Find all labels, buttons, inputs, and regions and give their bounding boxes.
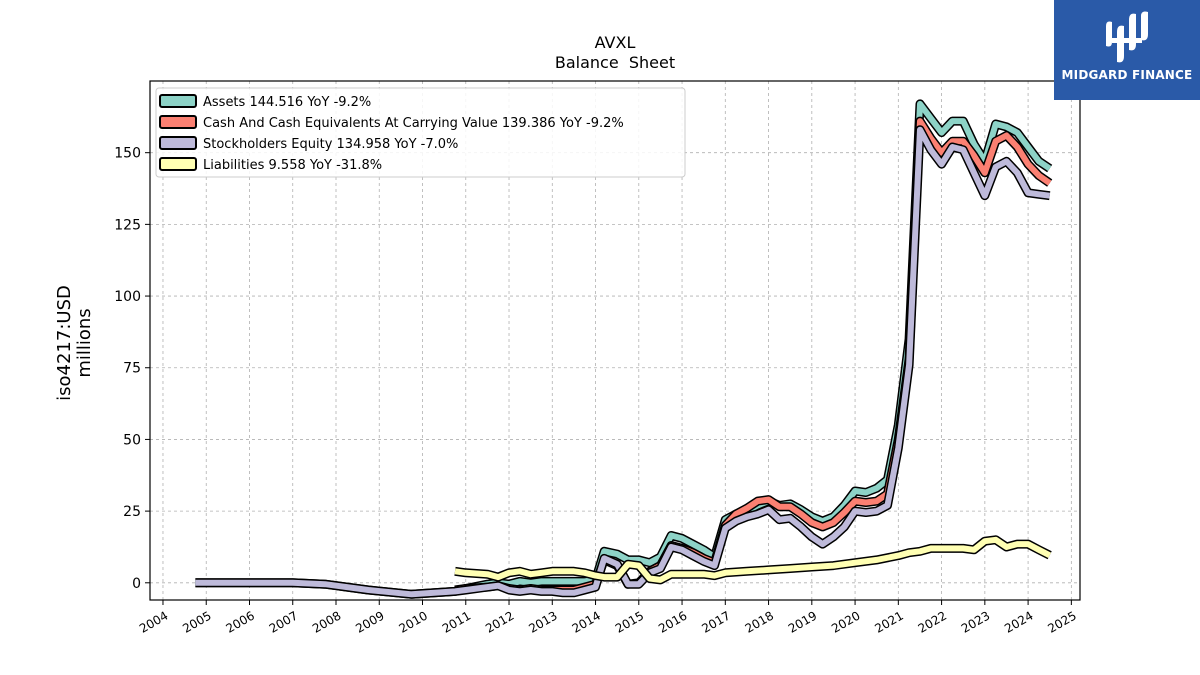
x-tick-label: 2021 (872, 608, 905, 635)
x-tick-label: 2008 (310, 608, 343, 635)
x-tick-label: 2025 (1045, 608, 1078, 635)
y-axis-label: iso4217:USD millions (54, 285, 95, 401)
legend-swatch (159, 94, 197, 108)
brand-name: MIDGARD FINANCE (1061, 68, 1193, 82)
y-axis: 0 25 50 75 100 125 150 (114, 146, 150, 592)
series-outline-stockholders-equity (195, 125, 1051, 599)
series-line-stockholders-equity (195, 126, 1051, 598)
legend-label: Liabilities 9.558 YoY -31.8% (203, 158, 382, 173)
x-tick-label: 2020 (829, 608, 862, 635)
x-tick-label: 2011 (440, 608, 473, 635)
midgard-logo-icon (1106, 11, 1148, 63)
legend-swatch (159, 136, 197, 150)
series-lines (195, 99, 1053, 599)
legend-label: Stockholders Equity 134.958 YoY -7.0% (203, 137, 458, 152)
x-tick-label: 2005 (180, 608, 213, 635)
x-tick-label: 2006 (224, 608, 257, 635)
chart-subtitle: Balance Sheet (555, 53, 675, 72)
x-tick-label: 2009 (353, 608, 386, 635)
y-tick-label: 150 (114, 146, 141, 162)
legend-swatch (159, 157, 197, 171)
y-tick-label: 25 (123, 504, 141, 520)
legend-label: Cash And Cash Equivalents At Carrying Va… (203, 116, 624, 131)
y-tick-label: 100 (114, 289, 141, 305)
legend-swatch (159, 115, 197, 129)
x-tick-label: 2017 (699, 608, 732, 635)
x-tick-label: 2019 (786, 608, 819, 635)
x-tick-label: 2012 (483, 608, 516, 635)
x-tick-label: 2013 (526, 608, 559, 635)
y-tick-label: 75 (123, 361, 141, 377)
brand-logo: MIDGARD FINANCE (1054, 0, 1200, 100)
x-tick-label: 2004 (137, 608, 170, 635)
series-line-liabilities (454, 536, 1052, 583)
x-tick-label: 2023 (959, 608, 992, 635)
legend-box (155, 87, 686, 178)
y-axis-label-line2: millions (74, 308, 95, 377)
x-axis: 2004 2005 2006 2007 2008 2009 2010 2011 2012 2013… (137, 600, 1079, 636)
y-axis-label-line1: iso4217:USD (54, 285, 75, 401)
y-tick-label: 0 (132, 576, 141, 592)
y-tick-label: 125 (114, 217, 141, 233)
x-tick-label: 2010 (397, 608, 430, 635)
legend: Assets 144.516 YoY -9.2% Cash And Cash Eq… (155, 87, 686, 178)
plot-frame (149, 80, 1081, 601)
chart-title: AVXL (595, 33, 636, 52)
x-tick-label: 2016 (656, 608, 689, 635)
x-tick-label: 2014 (570, 608, 603, 635)
x-tick-label: 2024 (1002, 608, 1035, 635)
x-tick-label: 2015 (613, 608, 646, 635)
x-tick-label: 2018 (743, 608, 776, 635)
x-tick-label: 2022 (916, 608, 949, 635)
legend-label: Assets 144.516 YoY -9.2% (203, 95, 371, 110)
y-tick-label: 50 (123, 432, 141, 448)
x-tick-label: 2007 (267, 608, 300, 635)
